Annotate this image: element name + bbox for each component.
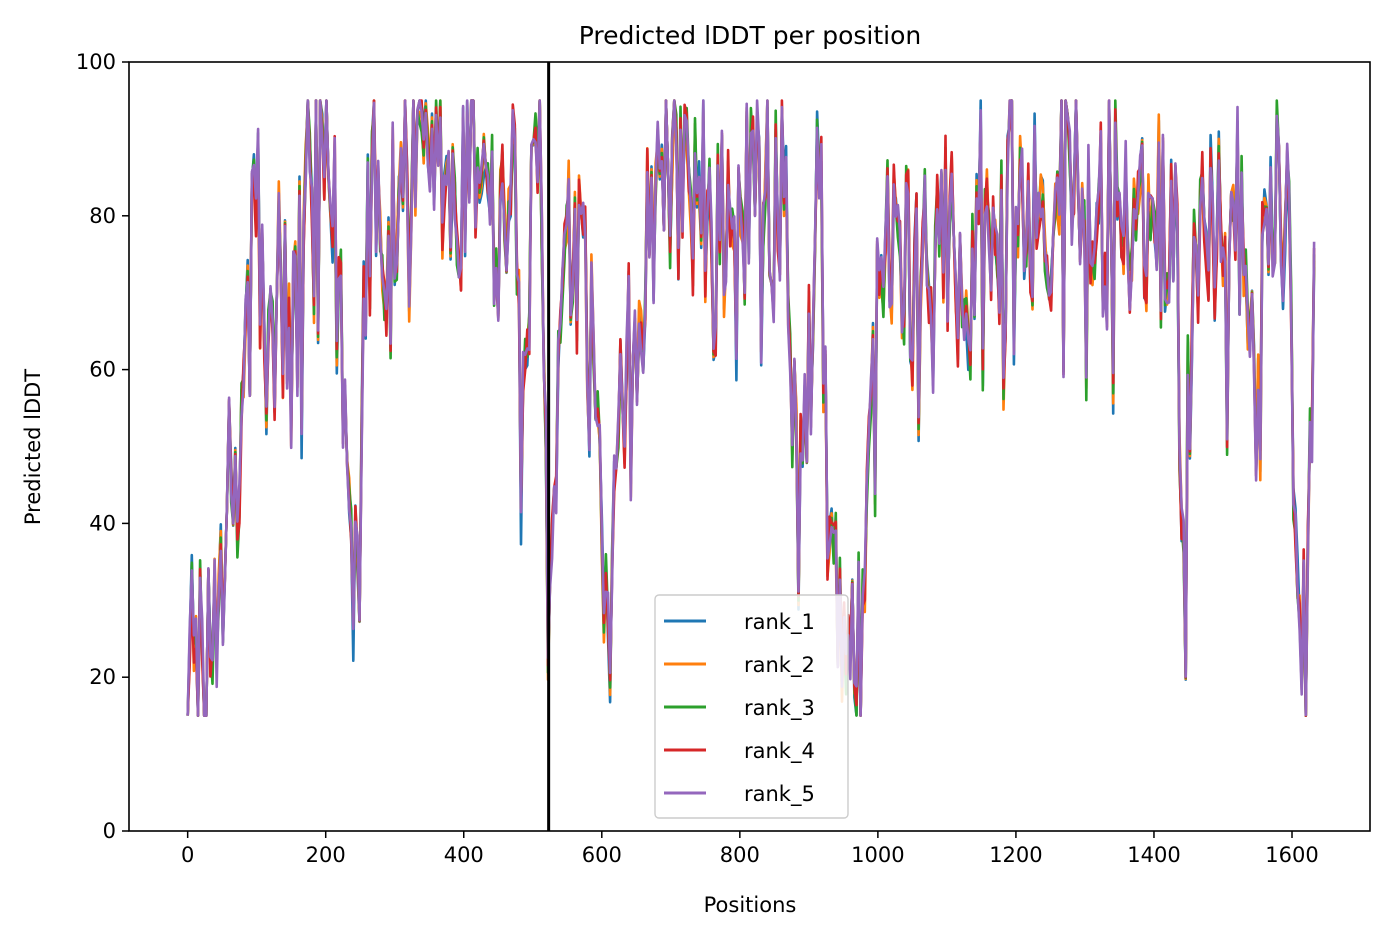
- x-tick-label: 1200: [989, 843, 1042, 867]
- chart-title: Predicted lDDT per position: [579, 21, 921, 50]
- legend-box: [654, 594, 849, 819]
- y-axis-label: Predicted lDDT: [21, 369, 45, 525]
- legend-label-rank-2: rank_2: [744, 653, 815, 678]
- axes: 0 200 400 600 800 1000 1200 1400 1600 0 20 40 60 80 10…: [76, 50, 1371, 867]
- legend-label-rank-5: rank_5: [744, 782, 815, 807]
- legend-label-rank-1: rank_1: [744, 610, 815, 635]
- y-tick-label: 80: [89, 204, 116, 228]
- series-line-rank-5: [186, 99, 1316, 717]
- x-tick-label: 1000: [851, 843, 904, 867]
- legend: rank_1 rank_2 rank_3 rank_4 rank_5: [654, 594, 849, 819]
- plot-area: [186, 62, 1316, 831]
- y-tick-label: 40: [89, 511, 116, 535]
- legend-label-rank-4: rank_4: [744, 739, 815, 764]
- x-tick-label: 400: [444, 843, 484, 867]
- y-tick-label: 100: [76, 50, 116, 74]
- x-tick-label: 1600: [1265, 843, 1318, 867]
- legend-label-rank-3: rank_3: [744, 696, 815, 721]
- x-tick-label: 200: [306, 843, 346, 867]
- x-tick-label: 600: [582, 843, 622, 867]
- x-tick-label: 1400: [1127, 843, 1180, 867]
- x-tick-label: 0: [181, 843, 194, 867]
- x-axis-label: Positions: [704, 893, 797, 917]
- axes-frame: [128, 61, 1371, 832]
- y-tick-label: 20: [89, 665, 116, 689]
- y-tick-label: 60: [89, 358, 116, 382]
- y-tick-label: 0: [103, 819, 116, 843]
- x-tick-label: 800: [720, 843, 760, 867]
